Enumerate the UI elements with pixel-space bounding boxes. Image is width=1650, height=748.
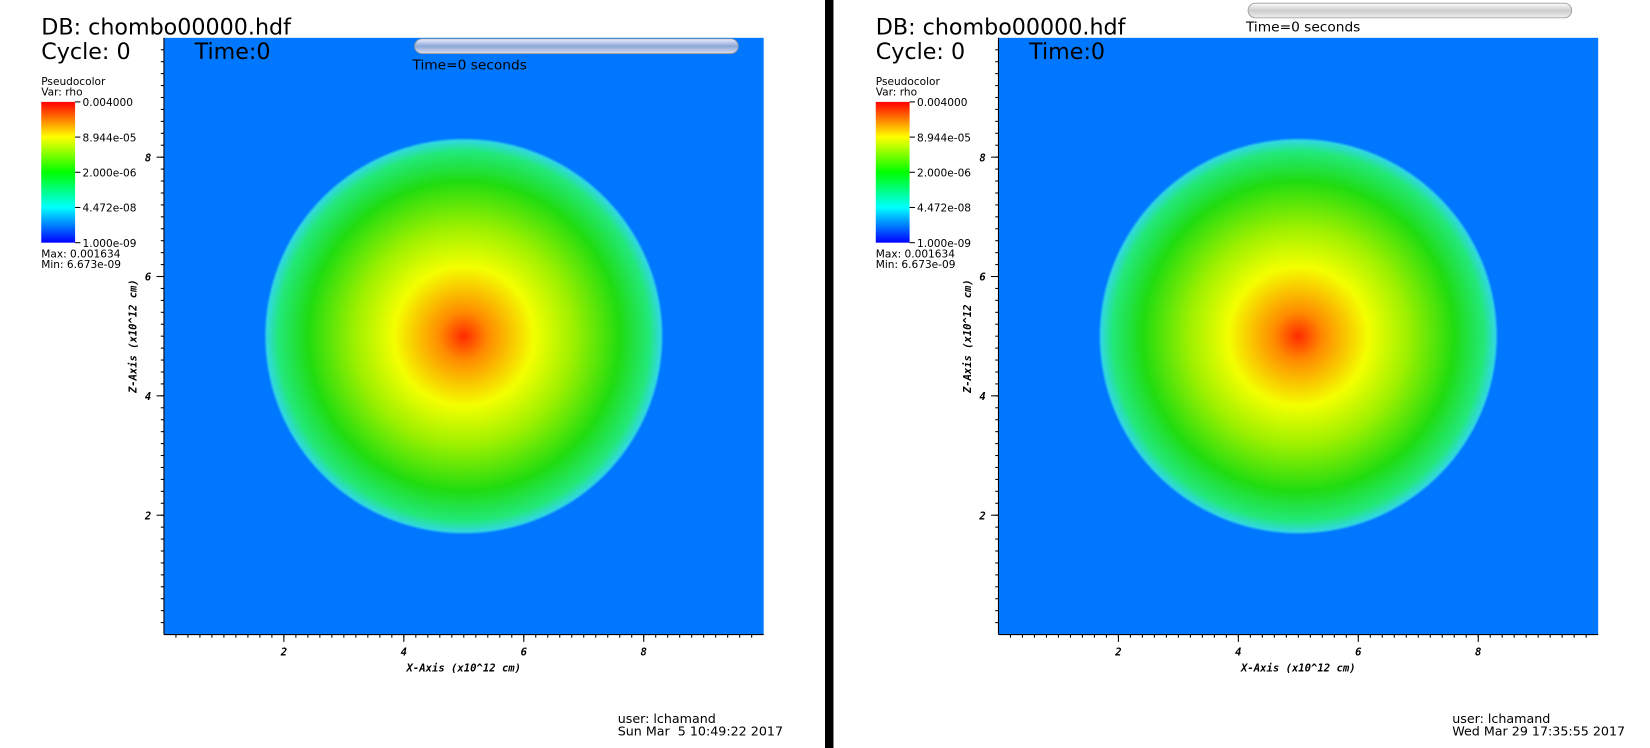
- time: Time:0: [194, 39, 271, 65]
- date: Sun Mar 5 10:49:22 2017: [618, 723, 783, 738]
- y-tick-label: 8: [145, 152, 151, 164]
- legend-var: Var: rho: [41, 87, 82, 99]
- y-axis-label: Z-Axis (x10^12 cm): [962, 279, 974, 394]
- colorbar: [875, 101, 910, 243]
- legend-var: Var: rho: [876, 87, 917, 99]
- x-tick-label: 2: [1114, 647, 1121, 659]
- colorbar-label: 0.004000: [917, 97, 967, 109]
- user: user: lchamand: [1452, 711, 1550, 726]
- cycle: Cycle: 0: [41, 39, 130, 65]
- y-tick-label: 4: [979, 391, 985, 403]
- density-field: [263, 137, 664, 535]
- colorbar-label: 4.472e-08: [83, 203, 137, 215]
- user: user: lchamand: [618, 711, 716, 726]
- colorbar-label: 8.944e-05: [83, 132, 137, 144]
- x-axis-label: X-Axis (x10^12 cm): [1240, 662, 1356, 674]
- colorbar-label: 1.000e-09: [917, 238, 971, 250]
- date: Wed Mar 29 17:35:55 2017: [1452, 723, 1625, 738]
- colorbar: [41, 101, 76, 243]
- x-tick-label: 8: [641, 647, 647, 659]
- y-tick-label: 2: [144, 510, 151, 522]
- colorbar-label: 8.944e-05: [917, 132, 971, 144]
- y-tick-label: 2: [978, 510, 985, 522]
- slider-text: Time=0 seconds: [411, 57, 526, 73]
- legend-max: Max: 0.001634: [41, 248, 120, 260]
- x-tick-label: 4: [1235, 647, 1241, 659]
- time: Time:0: [1028, 39, 1105, 65]
- legend-title: Pseudocolor: [876, 76, 941, 88]
- legend-title: Pseudocolor: [41, 76, 106, 88]
- colorbar-label: 0.004000: [83, 97, 133, 109]
- colorbar-label: 1.000e-09: [83, 238, 137, 250]
- y-axis-label: Z-Axis (x10^12 cm): [127, 279, 139, 394]
- x-tick-label: 6: [521, 647, 528, 659]
- db-title: DB: chombo00000.hdf: [876, 15, 1127, 41]
- legend-min: Min: 6.673e-09: [41, 259, 121, 271]
- slider-text: Time=0 seconds: [1245, 20, 1360, 36]
- x-tick-label: 2: [280, 647, 287, 659]
- x-tick-label: 8: [1475, 647, 1481, 659]
- y-tick-label: 6: [145, 272, 152, 284]
- cycle: Cycle: 0: [876, 39, 965, 65]
- x-axis-label: X-Axis (x10^12 cm): [406, 662, 522, 674]
- density-field: [1098, 137, 1499, 535]
- time-slider: [414, 38, 739, 54]
- y-tick-label: 6: [979, 272, 986, 284]
- y-tick-label: 8: [979, 152, 985, 164]
- x-tick-label: 4: [401, 647, 407, 659]
- x-tick-label: 6: [1355, 647, 1362, 659]
- y-tick-label: 4: [145, 391, 151, 403]
- divider: [825, 0, 834, 748]
- time-slider: [1247, 2, 1573, 19]
- colorbar-label: 4.472e-08: [917, 203, 971, 215]
- db-title: DB: chombo00000.hdf: [41, 15, 292, 41]
- colorbar-label: 2.000e-06: [917, 168, 971, 180]
- legend-min: Min: 6.673e-09: [876, 259, 956, 271]
- legend-max: Max: 0.001634: [876, 248, 955, 260]
- colorbar-label: 2.000e-06: [83, 168, 137, 180]
